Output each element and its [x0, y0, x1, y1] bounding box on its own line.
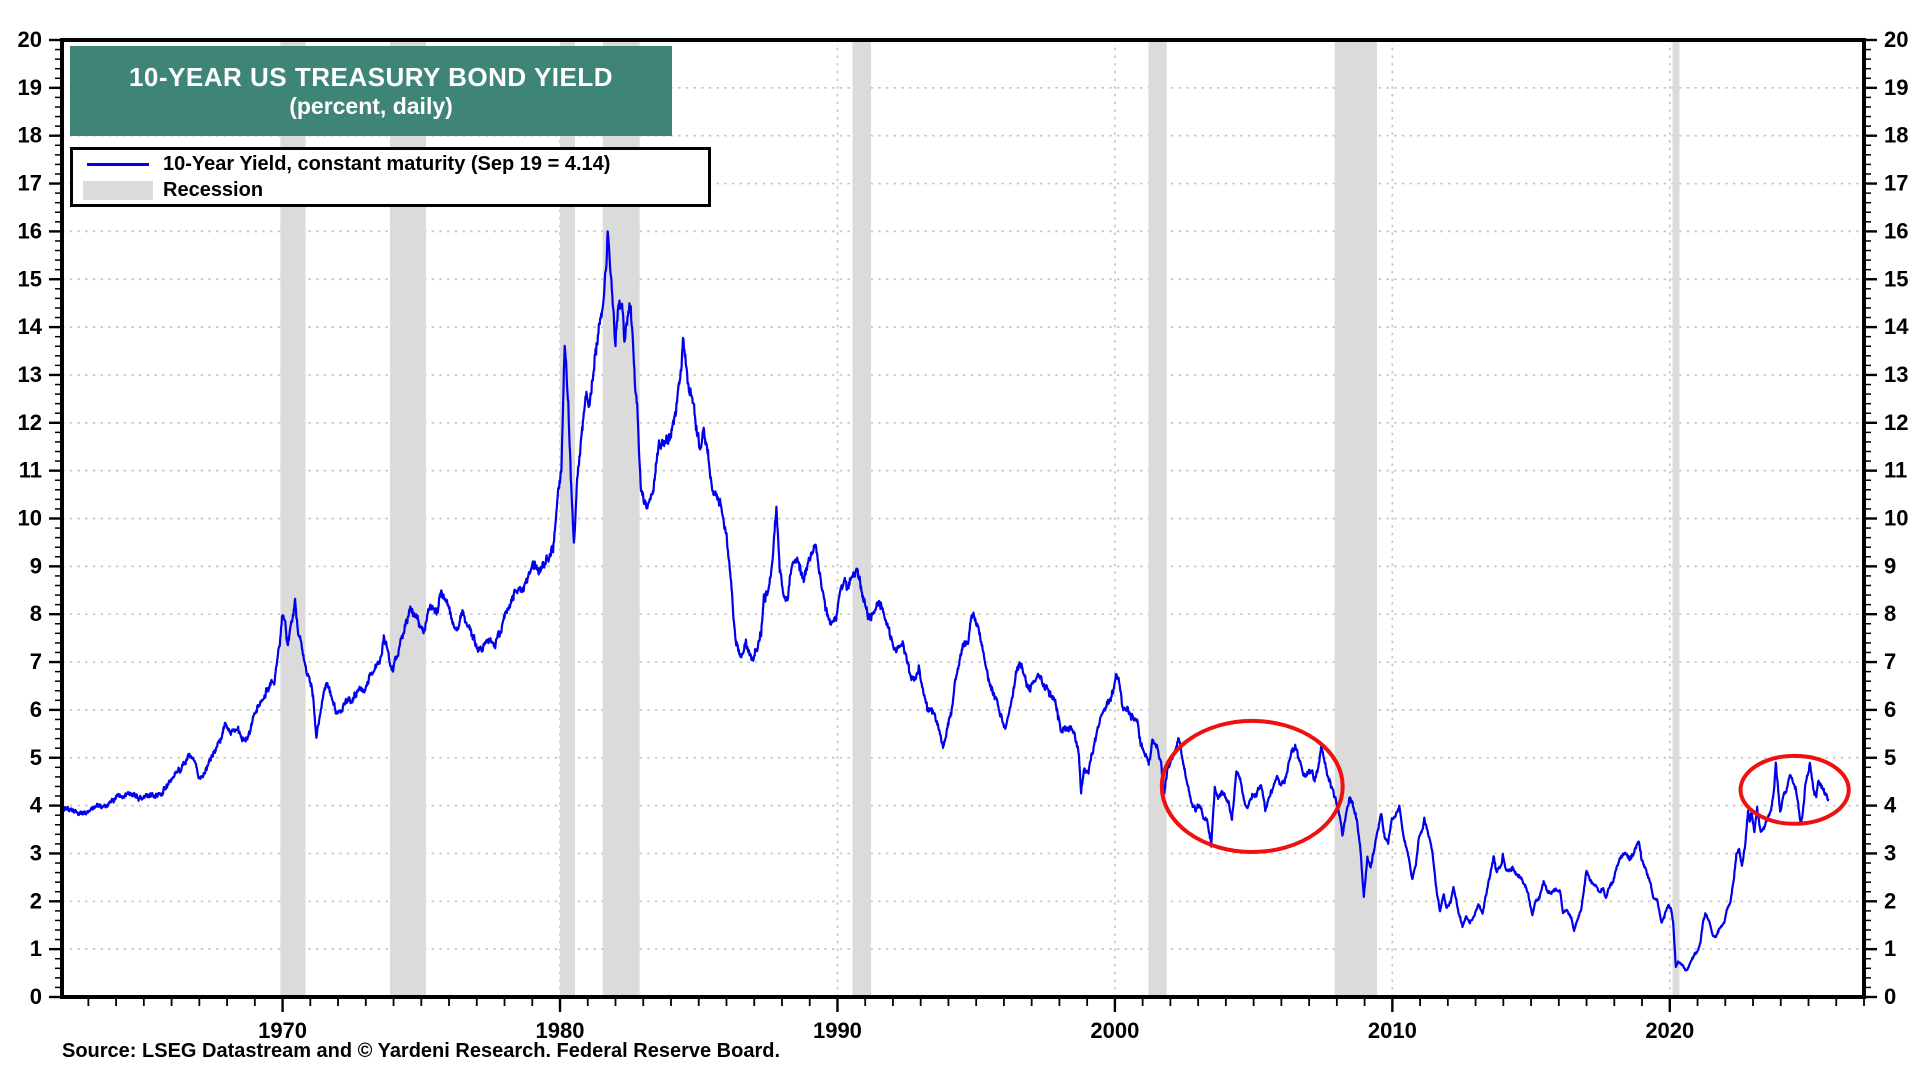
y-tick-label-right-0: 0 — [1884, 984, 1896, 1009]
recession-band-5 — [1148, 40, 1167, 997]
y-tick-label-right-18: 18 — [1884, 123, 1908, 148]
y-tick-label-left-14: 14 — [18, 314, 43, 339]
recession-band-4 — [852, 40, 872, 997]
yield-series-group — [62, 230, 1830, 972]
y-tick-label-right-11: 11 — [1884, 458, 1907, 483]
y-tick-label-left-9: 9 — [30, 553, 42, 578]
x-tick-label-2020: 2020 — [1645, 1018, 1694, 1043]
y-tick-label-left-16: 16 — [18, 218, 42, 243]
y-tick-label-left-3: 3 — [30, 840, 42, 865]
y-tick-label-left-0: 0 — [30, 984, 42, 1009]
y-tick-label-left-5: 5 — [30, 745, 42, 770]
yield-line — [62, 230, 1830, 972]
recession-swatch — [83, 180, 153, 200]
y-tick-label-left-7: 7 — [30, 649, 42, 674]
recession-band-7 — [1672, 40, 1680, 997]
y-tick-label-right-16: 16 — [1884, 218, 1908, 243]
x-tick-label-1970: 1970 — [258, 1018, 307, 1043]
y-tick-label-left-1: 1 — [30, 936, 42, 961]
y-tick-label-right-6: 6 — [1884, 697, 1896, 722]
legend: 10-Year Yield, constant maturity (Sep 19… — [70, 147, 711, 207]
y-tick-label-right-1: 1 — [1884, 936, 1896, 961]
y-tick-label-left-10: 10 — [18, 506, 42, 531]
y-tick-label-left-19: 19 — [18, 75, 42, 100]
y-tick-label-right-9: 9 — [1884, 553, 1896, 578]
yield-series-label: 10-Year Yield, constant maturity (Sep 19… — [163, 152, 611, 175]
y-tick-label-left-8: 8 — [30, 601, 42, 626]
y-tick-label-right-17: 17 — [1884, 171, 1908, 196]
y-tick-label-left-17: 17 — [18, 171, 42, 196]
y-tick-label-right-15: 15 — [1884, 266, 1908, 291]
y-tick-label-left-2: 2 — [30, 888, 42, 913]
x-tick-label-1980: 1980 — [536, 1018, 585, 1043]
chart-title-box: 10-YEAR US TREASURY BOND YIELD (percent,… — [70, 46, 672, 136]
y-tick-label-right-2: 2 — [1884, 888, 1896, 913]
chart-subtitle: (percent, daily) — [289, 93, 453, 120]
y-tick-label-left-20: 20 — [18, 27, 42, 52]
y-tick-label-right-4: 4 — [1884, 793, 1897, 818]
x-tick-label-2010: 2010 — [1368, 1018, 1417, 1043]
y-tick-label-right-13: 13 — [1884, 362, 1908, 387]
y-tick-label-left-6: 6 — [30, 697, 42, 722]
highlight-ellipse-1 — [1738, 753, 1851, 826]
y-tick-label-left-12: 12 — [18, 410, 42, 435]
y-tick-label-left-18: 18 — [18, 123, 42, 148]
yield-line-swatch — [87, 162, 149, 166]
y-tick-label-right-3: 3 — [1884, 840, 1896, 865]
y-tick-label-right-10: 10 — [1884, 506, 1908, 531]
x-tick-label-2000: 2000 — [1090, 1018, 1139, 1043]
y-tick-label-right-20: 20 — [1884, 27, 1908, 52]
legend-row-yield: 10-Year Yield, constant maturity (Sep 19… — [87, 152, 708, 176]
y-tick-label-right-14: 14 — [1884, 314, 1909, 339]
chart-title: 10-YEAR US TREASURY BOND YIELD — [128, 61, 614, 92]
recession-band-6 — [1334, 40, 1378, 997]
recession-band-2 — [560, 40, 575, 997]
legend-row-recession: Recession — [83, 178, 708, 202]
y-tick-label-left-13: 13 — [18, 362, 42, 387]
x-tick-label-1990: 1990 — [813, 1018, 862, 1043]
y-tick-label-left-11: 11 — [19, 458, 42, 483]
y-tick-label-right-8: 8 — [1884, 601, 1896, 626]
y-tick-label-left-4: 4 — [30, 793, 43, 818]
y-tick-label-left-15: 15 — [18, 266, 42, 291]
source-attribution: Source: LSEG Datastream and © Yardeni Re… — [62, 1040, 780, 1062]
y-tick-label-right-19: 19 — [1884, 75, 1908, 100]
y-tick-label-right-7: 7 — [1884, 649, 1896, 674]
recession-label: Recession — [163, 178, 264, 201]
y-tick-label-right-5: 5 — [1884, 745, 1896, 770]
y-tick-label-right-12: 12 — [1884, 410, 1908, 435]
highlight-ellipse-0 — [1159, 718, 1345, 855]
